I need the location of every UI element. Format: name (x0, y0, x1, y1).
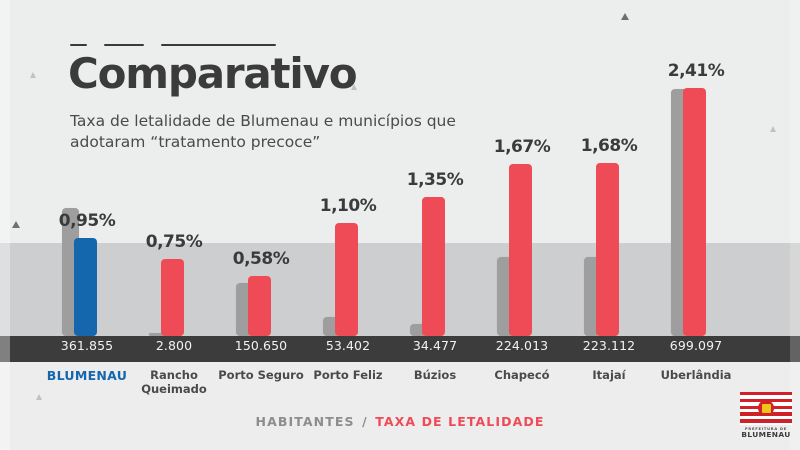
population-value: 2.800 (155, 338, 193, 353)
bar-group: 0,75% (131, 0, 217, 336)
background-band-bottom (0, 362, 800, 450)
prefeitura-blumenau-logo: PREFEITURA DE BLUMENAU (740, 392, 792, 442)
population-value: 34.477 (412, 338, 458, 353)
bar-group: 1,68% (566, 0, 652, 336)
population-value: 150.650 (234, 338, 288, 353)
triangle-outline-icon (351, 84, 358, 91)
blumenau-flag-icon (740, 392, 792, 425)
population-value: 53.402 (325, 338, 371, 353)
bar-taxa-letalidade (335, 222, 358, 336)
population-value: 224.013 (495, 338, 549, 353)
population-value: 699.097 (669, 338, 723, 353)
bar-habitantes (149, 333, 166, 336)
left-edge-overlay (0, 0, 10, 450)
population-value: 223.112 (582, 338, 636, 353)
bar-taxa-letalidade (596, 163, 619, 336)
chart-legend: HABITANTES / TAXA DE LETALIDADE (0, 414, 800, 429)
triangle-outline-icon (36, 394, 43, 401)
bar-group: 1,67% (479, 0, 565, 336)
category-label: Chapecó (494, 368, 550, 382)
bar-value-label: 1,35% (406, 170, 464, 191)
dash-medium-icon (104, 44, 144, 46)
dash-long-icon (161, 44, 276, 46)
triangle-outline-icon (30, 72, 37, 79)
population-band (0, 336, 800, 362)
bar-value-label: 1,67% (493, 137, 551, 158)
bar-group: 1,35% (392, 0, 478, 336)
bar-value-label: 0,58% (232, 249, 290, 270)
right-edge-overlay (790, 0, 800, 450)
legend-taxa-label: TAXA DE LETALIDADE (375, 414, 545, 429)
legend-habitantes-label: HABITANTES (255, 414, 355, 429)
category-label: Porto Feliz (313, 368, 383, 382)
bar-value-label: 0,95% (58, 211, 116, 232)
bar-taxa-letalidade (248, 276, 271, 336)
decorative-dashes (70, 44, 276, 46)
page-title: Comparativo (68, 49, 358, 98)
bar-taxa-letalidade (74, 238, 97, 336)
flag-emblem-icon (758, 400, 774, 416)
category-label: BLUMENAU (46, 368, 128, 383)
bar-group: 1,10% (305, 0, 391, 336)
bar-taxa-letalidade (161, 258, 184, 336)
triangle-outline-icon (770, 126, 777, 133)
category-label: Uberlândia (660, 368, 732, 382)
legend-separator: / (362, 414, 368, 429)
bar-chart: 0,95% 0,75% 0,58% 1,10% 1,35% 1,67% 1,68% 2,41% (44, 0, 739, 336)
bar-value-label: 2,41% (667, 61, 725, 81)
background-band-gray (0, 243, 800, 336)
page-subtitle: Taxa de letalidade de Blumenau e municíp… (70, 112, 456, 151)
dash-short-icon (70, 44, 87, 46)
category-label: Rancho Queimado (141, 368, 207, 397)
bar-value-label: 1,68% (580, 136, 638, 157)
bar-value-label: 0,75% (145, 231, 203, 252)
bar-taxa-letalidade (509, 164, 532, 336)
bar-group: 0,95% (44, 0, 130, 336)
category-label: Búzios (413, 368, 457, 382)
bar-group: 2,41% (653, 0, 739, 336)
category-label: Itajaí (592, 368, 626, 382)
bar-taxa-letalidade (683, 88, 706, 336)
category-label: Porto Seguro (218, 368, 304, 382)
bar-group: 0,58% (218, 0, 304, 336)
logo-line-1: PREFEITURA DE (744, 427, 788, 431)
bar-value-label: 1,10% (319, 195, 377, 216)
population-value: 361.855 (60, 338, 114, 353)
bar-taxa-letalidade (422, 197, 445, 336)
logo-line-2: BLUMENAU (741, 430, 791, 439)
